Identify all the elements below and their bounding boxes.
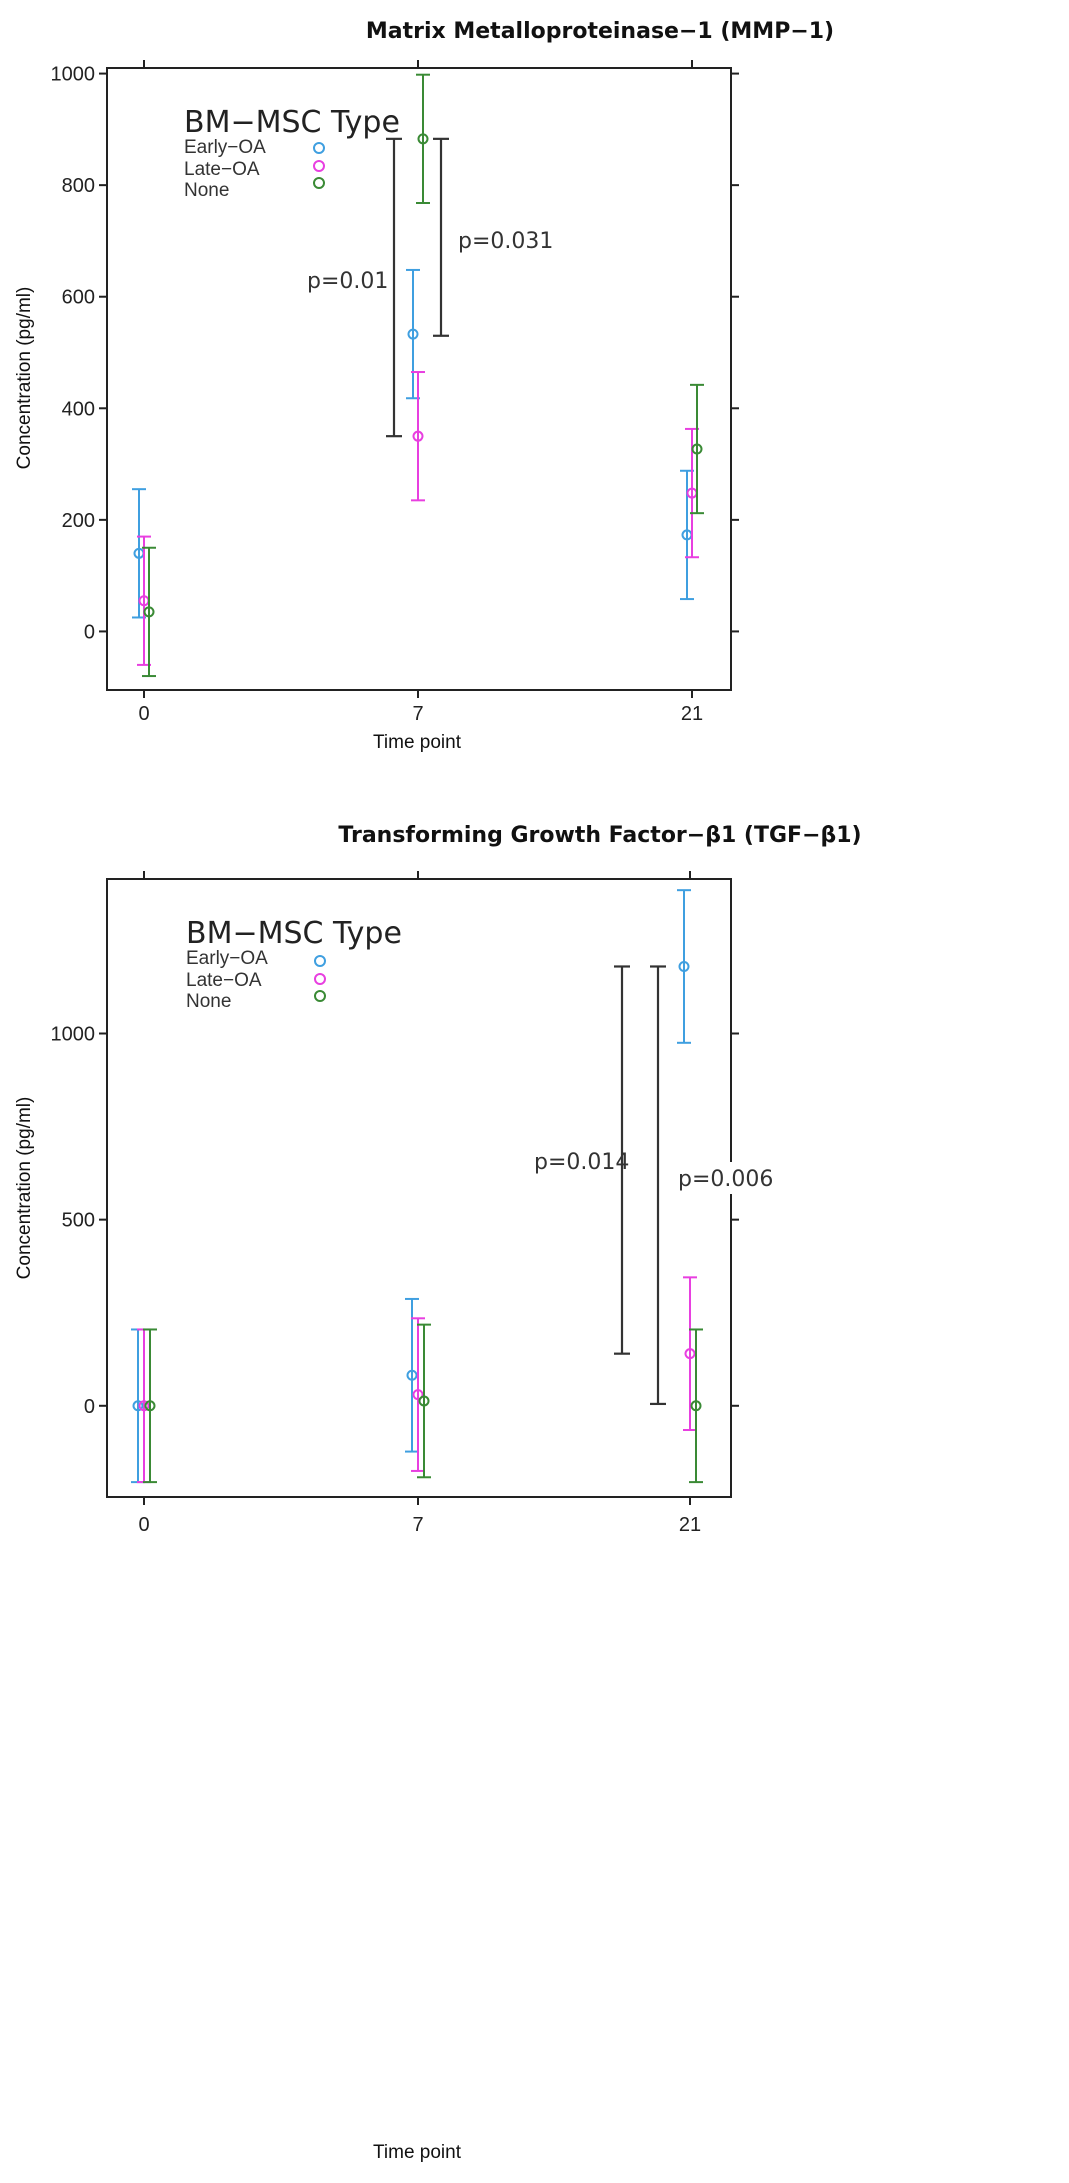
mmp1-x-axis-label: Time point xyxy=(373,732,462,753)
tgfb1-point-early-oa-t21 xyxy=(678,960,690,972)
mmp1-point-late-oa-t7 xyxy=(412,430,424,442)
tgfb1-point-late-oa-t7 xyxy=(412,1389,424,1401)
mmp1-bracket-1 xyxy=(386,137,402,438)
tgfb1-x-axis-label: Time point xyxy=(373,2142,462,2163)
mmp1-x-ticks: 0 7 21 xyxy=(138,60,703,725)
mmp1-legend-none: None xyxy=(184,180,229,201)
mmp1-errorbar-none-t0 xyxy=(142,546,156,678)
tgfb1-errorbar-early-oa-t21 xyxy=(677,889,691,1044)
mmp1-ytick-label-1000: 1000 xyxy=(51,64,96,86)
tgfb1-y-ticks: 0 500 1000 xyxy=(51,1024,739,1418)
tgfb1-legend-none-marker xyxy=(314,990,326,1002)
mmp1-y-axis-label: Concentration (pg/ml) xyxy=(14,287,35,470)
mmp1-errorbar-none-t7 xyxy=(416,73,430,204)
tgfb1-pvalue-1: p=0.014 xyxy=(534,1150,629,1175)
mmp1-comparisons xyxy=(386,137,449,438)
tgfb1-point-none-t7 xyxy=(418,1395,430,1407)
mmp1-legend-late: Late−OA xyxy=(184,159,260,180)
mmp1-ytick-label-400: 400 xyxy=(62,398,95,420)
mmp1-xtick-label-21: 21 xyxy=(681,703,703,725)
tgfb1-xtick-label-7: 7 xyxy=(412,1514,423,1536)
tgfb1-legend-late-marker xyxy=(314,973,326,985)
mmp1-xtick-label-0: 0 xyxy=(138,703,149,725)
tgfb1-errorbar-none-t21 xyxy=(689,1328,703,1484)
tgfb1-point-early-oa-t7 xyxy=(406,1369,418,1381)
mmp1-point-none-t0 xyxy=(143,606,155,618)
tgfb1-legend-late: Late−OA xyxy=(186,970,262,991)
tgfb1-legend-early-marker xyxy=(314,955,326,967)
tgfb1-errorbar-late-oa-t7 xyxy=(411,1317,425,1472)
mmp1-ytick-label-800: 800 xyxy=(62,175,95,197)
mmp1-legend-early: Early−OA xyxy=(184,137,266,158)
mmp1-ytick-label-200: 200 xyxy=(62,510,95,532)
mmp1-series xyxy=(132,73,704,678)
tgfb1-legend-title: BM−MSC Type xyxy=(186,916,402,951)
mmp1-legend-none-marker xyxy=(313,177,325,189)
tgfb1-bracket-1 xyxy=(614,965,630,1355)
tgfb1-errorbar-late-oa-t21 xyxy=(683,1276,697,1431)
tgfb1-errorbar-early-oa-t7 xyxy=(405,1297,419,1453)
tgfb1-point-late-oa-t0 xyxy=(138,1400,150,1412)
tgfb1-errorbar-early-oa-t0 xyxy=(131,1328,145,1484)
mmp1-xtick-label-7: 7 xyxy=(412,703,423,725)
tgfb1-errorbar-none-t0 xyxy=(143,1328,157,1484)
tgfb1-point-none-t21 xyxy=(690,1400,702,1412)
tgfb1-xtick-label-21: 21 xyxy=(679,1514,701,1536)
tgfb1-legend: BM−MSC Type Early−OA Late−OA None xyxy=(186,916,402,1012)
tgfb1-pvalue-2-background xyxy=(677,1162,749,1194)
mmp1-title: Matrix Metalloproteinase−1 (MMP−1) xyxy=(366,19,834,44)
mmp1-errorbar-late-oa-t7 xyxy=(411,371,425,502)
mmp1-legend: BM−MSC Type Early−OA Late−OA None xyxy=(184,105,400,201)
tgfb1-point-none-t0 xyxy=(144,1400,156,1412)
tgfb1-series xyxy=(131,889,703,1484)
tgfb1-legend-none: None xyxy=(186,991,231,1012)
tgfb1-comparisons xyxy=(614,965,666,1406)
tgfb1-x-ticks: 0 7 21 xyxy=(138,871,701,1536)
mmp1-ytick-label-600: 600 xyxy=(62,287,95,309)
mmp1-panel: Matrix Metalloproteinase−1 (MMP−1) 0 200 4… xyxy=(14,19,834,753)
tgfb1-errorbar-none-t7 xyxy=(417,1323,431,1479)
tgfb1-panel: Transforming Growth Factor−β1 (TGF−β1) 0… xyxy=(14,823,862,2163)
tgfb1-pvalue-2: p=0.006 xyxy=(678,1167,773,1192)
tgfb1-xtick-label-0: 0 xyxy=(138,1514,149,1536)
mmp1-legend-early-marker xyxy=(313,142,325,154)
tgfb1-legend-early: Early−OA xyxy=(186,948,268,969)
tgfb1-errorbar-late-oa-t0 xyxy=(137,1328,151,1484)
tgfb1-ytick-label-0: 0 xyxy=(84,1396,95,1418)
tgfb1-y-axis-label: Concentration (pg/ml) xyxy=(14,1097,35,1280)
mmp1-point-early-oa-t7 xyxy=(407,328,419,340)
tgfb1-ytick-label-1000: 1000 xyxy=(51,1024,96,1046)
mmp1-pvalue-2: p=0.031 xyxy=(458,229,553,254)
tgfb1-bracket-2 xyxy=(650,965,666,1406)
mmp1-y-ticks: 0 200 400 600 800 1000 xyxy=(51,64,739,643)
mmp1-bracket-2 xyxy=(433,137,449,337)
tgfb1-ytick-label-500: 500 xyxy=(62,1210,95,1232)
mmp1-ytick-label-0: 0 xyxy=(84,621,95,643)
tgfb1-point-late-oa-t21 xyxy=(684,1348,696,1360)
mmp1-point-none-t7 xyxy=(417,133,429,145)
tgfb1-point-early-oa-t0 xyxy=(132,1400,144,1412)
tgfb1-title: Transforming Growth Factor−β1 (TGF−β1) xyxy=(338,823,861,848)
mmp1-legend-title: BM−MSC Type xyxy=(184,105,400,140)
mmp1-legend-late-marker xyxy=(313,160,325,172)
mmp1-errorbar-none-t21 xyxy=(690,383,704,515)
mmp1-point-none-t21 xyxy=(691,443,703,455)
mmp1-pvalue-1: p=0.01 xyxy=(307,269,388,294)
